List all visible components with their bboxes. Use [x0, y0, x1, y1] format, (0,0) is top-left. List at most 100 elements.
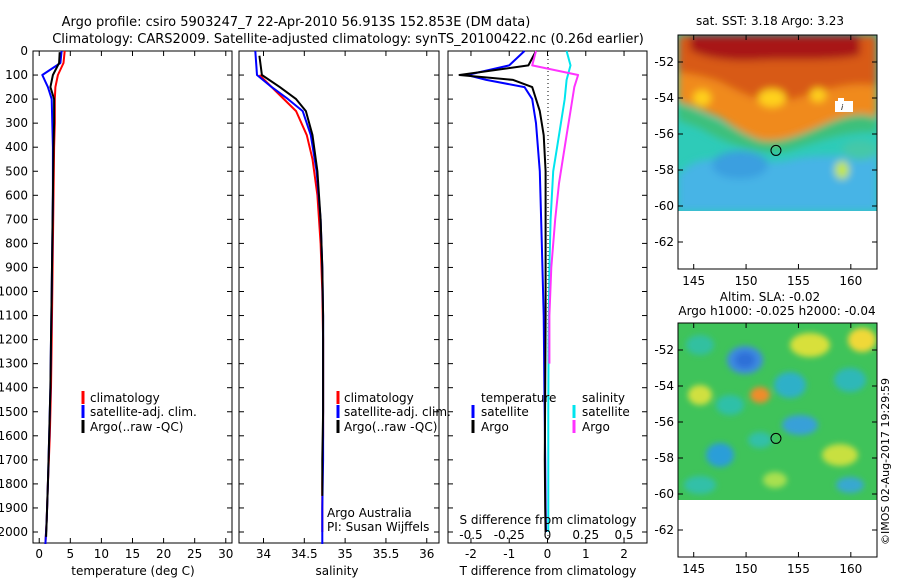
x-tick-label: 35.5: [373, 547, 400, 561]
series-line-salinity-satellite: [547, 50, 572, 532]
legend-label-temp-satellite: satellite: [481, 405, 529, 419]
x-tick-label: 1: [582, 547, 590, 561]
institution-annotation: Argo Australia: [327, 506, 412, 520]
legend-label-satellite: satellite-adj. clim.: [90, 405, 197, 419]
lat-tick-label: -54: [654, 379, 674, 393]
sst-map-panel: sat. SST: 3.18 Argo: 3.23 i 145 150 155 160…: [654, 14, 878, 288]
lat-tick-label: -60: [654, 199, 674, 213]
pi-annotation: PI: Susan Wijffels: [327, 520, 429, 534]
s-tick-label: 0: [544, 528, 552, 542]
lat-tick-label: -52: [654, 343, 674, 357]
lon-tick-label: 145: [682, 562, 705, 576]
legend-heading-salinity: salinity: [582, 391, 625, 405]
temperature-xlabel: temperature (deg C): [71, 564, 194, 578]
argo-float-position-marker: [770, 144, 782, 156]
series-line-temperature-satellite: [466, 50, 547, 533]
x-tick-label: 2: [620, 547, 628, 561]
series-line-argo-raw-qc-: [258, 55, 325, 496]
depth-tick-label: 0: [20, 44, 28, 58]
legend-label-climatology: climatology: [344, 391, 414, 405]
legend-label-satellite: satellite-adj. clim.: [344, 405, 451, 419]
lon-tick-label: 160: [839, 274, 862, 288]
x-tick-label: 5: [66, 547, 74, 561]
lon-tick-label: 145: [682, 274, 705, 288]
depth-tick-label: 1000: [0, 285, 28, 299]
depth-tick-label: 600: [5, 188, 28, 202]
depth-tick-label: 400: [5, 140, 28, 154]
lon-tick-label: 150: [735, 274, 758, 288]
t-difference-xlabel: T difference from climatology: [459, 564, 637, 578]
depth-tick-label: 1800: [0, 477, 28, 491]
x-tick-label: 30: [218, 547, 233, 561]
lon-tick-label: 155: [787, 562, 810, 576]
lat-tick-label: -56: [654, 127, 674, 141]
salinity-xlabel: salinity: [315, 564, 358, 578]
land-marker: i: [841, 103, 844, 112]
s-tick-label: -0.25: [494, 528, 525, 542]
lat-tick-label: -58: [654, 451, 674, 465]
depth-tick-label: 200: [5, 92, 28, 106]
depth-tick-label: 1400: [0, 381, 28, 395]
x-tick-label: 10: [94, 547, 109, 561]
lat-tick-label: -56: [654, 415, 674, 429]
depth-tick-label: 1600: [0, 429, 28, 443]
sst-heatmap: i: [678, 35, 877, 211]
series-line-temperature-argo: [458, 50, 547, 533]
series-line-satellite-adj-clim-: [254, 50, 325, 544]
depth-tick-label: 2000: [0, 525, 28, 539]
temperature-legend: climatology satellite-adj. clim. Argo(..…: [81, 391, 197, 434]
s-difference-label: S difference from climatology: [460, 513, 637, 527]
depth-tick-label: 700: [5, 212, 28, 226]
depth-tick-label: 1900: [0, 501, 28, 515]
series-line-salinity-argo: [531, 50, 580, 364]
sla-map-frame: [677, 322, 878, 558]
temperature-panel: 0 5 10 15 20 25 300100200300400500600700800900…: [0, 44, 233, 578]
x-tick-label: 15: [125, 547, 140, 561]
difference-panel: -2 -1 0 1 2 temperature satellite Argo salin…: [447, 50, 648, 578]
lat-tick-label: -62: [654, 523, 674, 537]
depth-tick-label: 1100: [0, 309, 28, 323]
legend-label-temp-argo: Argo: [481, 420, 509, 434]
x-tick-label: -2: [465, 547, 477, 561]
depth-tick-label: 900: [5, 260, 28, 274]
lon-tick-label: 160: [839, 562, 862, 576]
legend-heading-temperature: temperature: [481, 391, 556, 405]
series-line-argo-raw-qc-: [45, 52, 61, 537]
sla-map-title: Altim. SLA: -0.02: [720, 290, 820, 304]
lat-tick-label: -52: [654, 55, 674, 69]
sst-map-title: sat. SST: 3.18 Argo: 3.23: [696, 14, 844, 28]
salinity-axes-frame: [238, 50, 440, 544]
header-line-2: Climatology: CARS2009. Satellite-adjuste…: [52, 32, 644, 47]
lon-tick-label: 155: [787, 274, 810, 288]
sst-map-frame: [677, 34, 878, 270]
x-tick-label: 35: [337, 547, 352, 561]
depth-tick-label: 1300: [0, 357, 28, 371]
s-tick-label: 0.5: [614, 528, 633, 542]
lon-tick-label: 150: [735, 562, 758, 576]
depth-tick-label: 300: [5, 116, 28, 130]
depth-tick-label: 800: [5, 236, 28, 250]
depth-tick-label: 100: [5, 68, 28, 82]
legend-label-climatology: climatology: [90, 391, 160, 405]
x-tick-label: 34.5: [291, 547, 318, 561]
header-line-1: Argo profile: csiro 5903247_7 22-Apr-201…: [62, 15, 531, 30]
x-tick-label: 25: [187, 547, 202, 561]
legend-label-argo: Argo(..raw -QC): [344, 420, 437, 434]
salinity-panel: 34 34.5 35 35.5 36 climatology satellite-adj…: [238, 50, 451, 578]
depth-tick-label: 500: [5, 164, 28, 178]
salinity-legend: climatology satellite-adj. clim. Argo(..…: [336, 391, 451, 434]
s-tick-label: 0.25: [572, 528, 599, 542]
lat-tick-label: -58: [654, 163, 674, 177]
temperature-axes-frame: [32, 50, 233, 544]
sla-heatmap: [678, 323, 877, 500]
imos-credit: ©IMOS 02-Aug-2017 19:29:59: [879, 378, 892, 545]
x-tick-label: 36: [419, 547, 434, 561]
lat-tick-label: -60: [654, 487, 674, 501]
depth-tick-label: 1700: [0, 453, 28, 467]
lat-tick-label: -62: [654, 235, 674, 249]
argo-float-position-marker: [770, 432, 782, 444]
x-tick-label: 20: [156, 547, 171, 561]
sla-map-panel: Altim. SLA: -0.02 Argo h1000: -0.025 h20…: [654, 290, 878, 576]
s-tick-label: -0.5: [459, 528, 482, 542]
legend-label-sal-satellite: satellite: [582, 405, 630, 419]
